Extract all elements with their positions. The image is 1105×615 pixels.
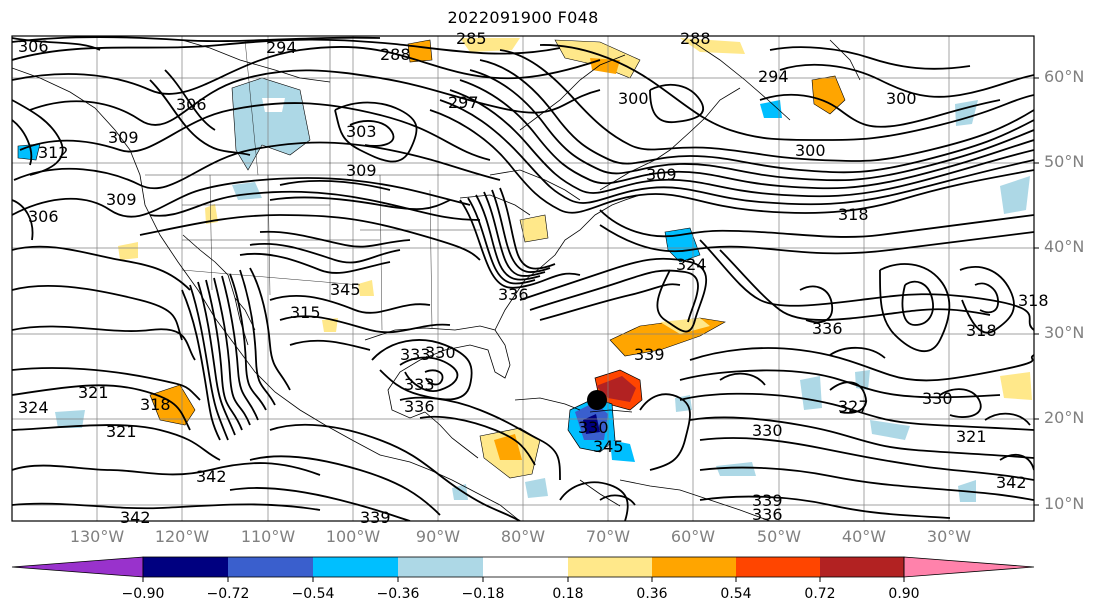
contour-label: 312: [38, 143, 69, 162]
contour-labels: 306 294 288 285 288 294 300 306 312 309 …: [18, 29, 1049, 527]
contour-label: 300: [618, 89, 649, 108]
lon-label: 50°W: [756, 527, 802, 546]
contour-label: 309: [646, 165, 677, 184]
contour-label: 333: [400, 345, 431, 364]
contour-label: 330: [425, 343, 456, 362]
contour-label: 330: [922, 389, 953, 408]
contour-label: 318: [966, 321, 997, 340]
lon-label: 40°W: [841, 527, 887, 546]
contour-lines: [12, 36, 1034, 521]
lon-label: 80°W: [500, 527, 546, 546]
contour-label: 330: [752, 421, 783, 440]
contour-label: 345: [330, 280, 361, 299]
lon-label: 110°W: [240, 527, 296, 546]
contour-label: 318: [1018, 291, 1049, 310]
colorbar: [11, 556, 1035, 582]
map-title: 2022091900 F048: [447, 8, 599, 27]
contour-label: 288: [380, 45, 411, 64]
lon-label: 120°W: [154, 527, 210, 546]
contour-label: 318: [838, 205, 869, 224]
lat-label: 50°N: [1044, 152, 1085, 171]
lat-label: 40°N: [1044, 237, 1085, 256]
contour-label: 339: [634, 345, 665, 364]
lon-label: 130°W: [69, 527, 125, 546]
contour-label: 306: [28, 207, 59, 226]
contour-label: 321: [106, 422, 137, 441]
contour-label: 297: [448, 93, 479, 112]
colorbar-tick-label: 0.54: [720, 586, 752, 602]
map-frame: [11, 35, 1035, 522]
lon-label: 60°W: [670, 527, 716, 546]
colorbar-bin: [736, 557, 820, 577]
colorbar-tick-label: −0.54: [291, 586, 335, 602]
colorbar-bin: [483, 557, 568, 577]
contour-label: 324: [676, 255, 707, 274]
contour-label: 321: [78, 383, 109, 402]
colorbar-bin: [820, 557, 904, 577]
lon-label: 90°W: [415, 527, 461, 546]
contour-label: 294: [266, 38, 297, 57]
lon-label: 70°W: [585, 527, 631, 546]
political-borders: [145, 39, 480, 331]
contour-label: 330: [578, 418, 609, 437]
colorbar-extend-low: [11, 556, 144, 578]
contour-label: 324: [18, 398, 49, 417]
contour-label: 339: [360, 508, 391, 527]
contour-label: 309: [106, 190, 137, 209]
colorbar-tick-label: −0.36: [376, 586, 420, 602]
contour-label: 318: [140, 395, 171, 414]
contour-label: 303: [346, 122, 377, 141]
colorbar-tick-label: −0.90: [121, 586, 165, 602]
axis-ticks: [1034, 77, 1039, 506]
colorbar-bin: [313, 557, 398, 577]
contour-label: 306: [176, 95, 207, 114]
colorbar-bin: [652, 557, 736, 577]
colorbar-tick-label: 0.18: [552, 586, 584, 602]
colorbar-tick-label: 0.72: [804, 586, 836, 602]
contour-label: 321: [956, 427, 987, 446]
storm-center-marker: [587, 390, 607, 410]
colorbar-tick-label: 0.90: [888, 586, 920, 602]
contour-label: 345: [593, 437, 624, 456]
contour-label: 336: [404, 397, 435, 416]
contour-label: 336: [498, 285, 529, 304]
colorbar-bin: [228, 557, 313, 577]
lat-label: 10°N: [1044, 494, 1085, 513]
contour-label: 306: [18, 37, 49, 56]
contour-label: 294: [758, 67, 789, 86]
contour-label: 336: [752, 505, 783, 524]
contour-label: 309: [346, 161, 377, 180]
contour-label: 288: [680, 29, 711, 48]
colorbar-tick-label: −0.72: [206, 586, 250, 602]
contour-label: 327: [838, 397, 869, 416]
contour-label: 342: [196, 467, 227, 486]
lat-label: 60°N: [1044, 67, 1085, 86]
lat-label: 20°N: [1044, 408, 1085, 427]
contour-label: 333: [404, 375, 435, 394]
contour-label: 336: [812, 319, 843, 338]
contour-label: 315: [290, 303, 321, 322]
colorbar-extend-high: [903, 556, 1035, 578]
contour-label: 285: [456, 29, 487, 48]
contour-label: 339: [752, 491, 783, 510]
contour-label: 300: [795, 141, 826, 160]
colorbar-bin: [143, 557, 228, 577]
colorbar-bin: [398, 557, 483, 577]
contour-label: 300: [886, 89, 917, 108]
contour-label: 342: [996, 473, 1027, 492]
contour-label: 342: [120, 508, 151, 527]
colorbar-tick-label: −0.18: [461, 586, 505, 602]
colorbar-tick-label: 0.36: [636, 586, 668, 602]
contour-label: 309: [108, 128, 139, 147]
lat-label: 30°N: [1044, 323, 1085, 342]
lon-label: 30°W: [926, 527, 972, 546]
lon-label: 100°W: [325, 527, 381, 546]
colorbar-bin: [568, 557, 652, 577]
